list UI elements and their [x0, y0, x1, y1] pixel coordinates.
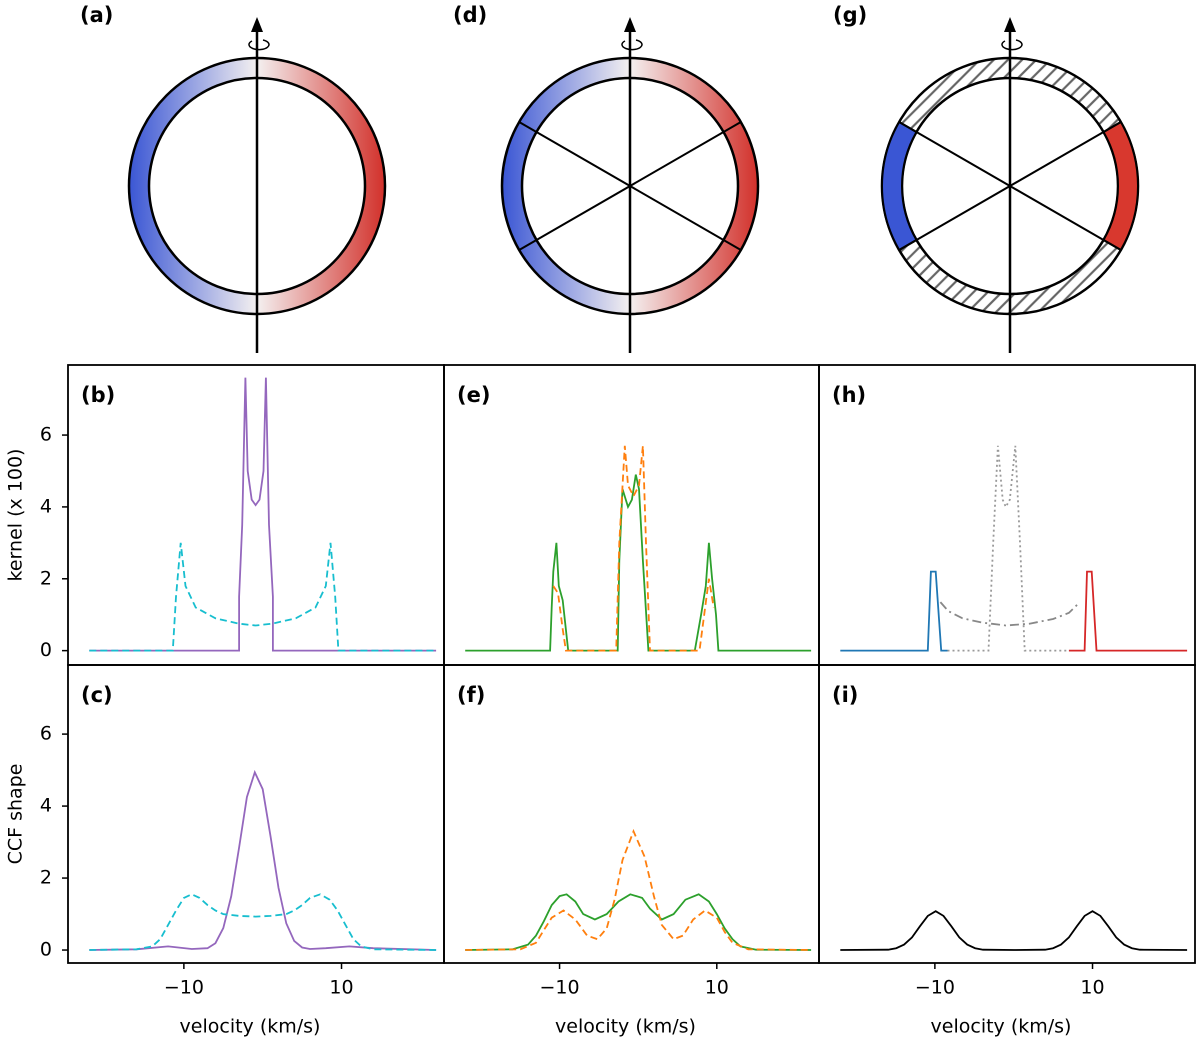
y-tick-label: 0	[40, 639, 52, 661]
panel-frame	[67, 664, 445, 964]
panel-label: (f)	[457, 683, 485, 707]
panel-frame	[443, 664, 820, 964]
panel-label: (h)	[832, 383, 866, 407]
series-line	[89, 377, 437, 652]
y-tick-label: 0	[40, 939, 52, 961]
x-axis-label: velocity (km/s)	[931, 1016, 1072, 1038]
x-tick-label: 10	[329, 977, 353, 999]
x-tick-label: 10	[1080, 977, 1104, 999]
y-tick-label: 4	[40, 795, 52, 817]
x-axis-label: velocity (km/s)	[555, 1016, 696, 1038]
x-tick-label: −10	[915, 977, 955, 999]
x-tick-label: −10	[540, 977, 580, 999]
series-line	[840, 910, 1188, 951]
panel-label: (g)	[833, 3, 867, 27]
series-line	[465, 893, 812, 951]
panel-label: (a)	[80, 3, 113, 27]
sector-blue	[881, 120, 918, 252]
panel-label: (d)	[453, 3, 487, 27]
series-line	[465, 828, 812, 951]
series-line	[465, 474, 812, 652]
series-line	[89, 893, 437, 951]
plots: (b) 0 2 4 6 kernel (x 100) (e) (h) (c) 0 2 4 6 −10 10 v…	[5, 364, 1196, 1038]
panel-label: (i)	[832, 683, 858, 707]
y-tick-label: 4	[40, 495, 52, 517]
x-axis-label: velocity (km/s)	[180, 1016, 321, 1038]
rotation-loop	[1001, 39, 1023, 51]
series-line	[939, 601, 1081, 627]
y-axis-label: kernel (x 100)	[5, 449, 27, 582]
series-line	[89, 769, 437, 951]
panel-label: (b)	[81, 383, 115, 407]
y-tick-label: 2	[40, 867, 52, 889]
rotation-loop	[621, 39, 643, 51]
panel-frame	[67, 364, 445, 666]
y-axis-label: CCF shape	[5, 764, 27, 865]
ring	[500, 56, 760, 316]
y-tick-label: 2	[40, 567, 52, 589]
sector-red	[1102, 120, 1139, 252]
y-tick-label: 6	[40, 424, 52, 446]
ring	[127, 56, 387, 316]
panel-frame	[818, 364, 1196, 666]
arrow-head	[251, 17, 263, 32]
panel-label: (e)	[457, 383, 490, 407]
series-line	[552, 445, 715, 652]
x-tick-label: −10	[164, 977, 204, 999]
arrow-head	[624, 17, 636, 32]
arrow-head	[1004, 17, 1016, 32]
rotation-loop	[248, 39, 270, 51]
panel-frame	[818, 664, 1196, 964]
panel-frame	[443, 364, 820, 666]
diagrams: (a) (d) (g)	[80, 3, 1140, 353]
series-line	[840, 570, 948, 652]
panel-label: (c)	[81, 683, 113, 707]
y-tick-label: 6	[40, 723, 52, 745]
series-line	[1068, 570, 1188, 652]
x-tick-label: 10	[705, 977, 729, 999]
series-line	[89, 542, 437, 652]
